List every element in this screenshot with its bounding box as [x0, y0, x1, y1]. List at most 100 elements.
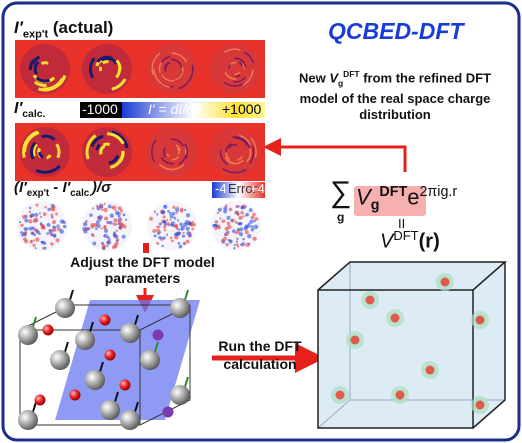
ion — [120, 380, 131, 391]
error-speck — [31, 231, 35, 235]
ion — [70, 390, 81, 401]
error-speck — [32, 244, 35, 247]
error-speck — [123, 214, 125, 216]
atom — [140, 350, 160, 370]
symbol: I′ — [14, 18, 23, 37]
error-speck — [249, 220, 253, 224]
error-speck — [116, 240, 118, 242]
error-speck — [40, 224, 43, 227]
error-speck — [178, 242, 181, 245]
error-speck — [46, 223, 50, 227]
atom — [100, 400, 120, 420]
error-speck — [121, 223, 123, 225]
error-speck — [118, 220, 122, 224]
density-peak — [441, 278, 450, 287]
error-speck — [116, 229, 118, 231]
error-speck — [125, 219, 127, 221]
error-speck — [156, 213, 158, 215]
error-speck — [221, 219, 225, 223]
error-high: +4 — [250, 181, 265, 196]
error-speck — [238, 216, 242, 220]
error-speck — [33, 228, 37, 232]
error-speck — [241, 206, 244, 209]
error-speck — [39, 212, 41, 214]
error-speck — [41, 241, 43, 243]
pattern-disk — [210, 127, 260, 177]
pattern-fringe — [103, 144, 109, 145]
error-speck — [55, 213, 58, 216]
error-speck — [30, 213, 34, 217]
error-speck — [115, 209, 117, 211]
exponent: 2πig.r — [419, 184, 457, 200]
pattern-disk — [20, 127, 70, 177]
error-speck — [189, 232, 191, 234]
error-speck — [35, 247, 37, 249]
error-speck — [39, 233, 41, 235]
ion — [163, 407, 174, 418]
error-speck — [169, 218, 171, 220]
error-speck — [251, 228, 255, 232]
error-speck — [36, 204, 39, 207]
error-speck — [63, 225, 67, 229]
error-speck — [192, 221, 194, 223]
result: V — [380, 231, 393, 253]
error-speck — [239, 222, 243, 226]
error-speck — [23, 237, 27, 241]
error-speck — [176, 212, 178, 214]
error-speck — [182, 232, 184, 234]
error-speck — [225, 232, 229, 236]
atom — [170, 385, 190, 405]
error-speck — [89, 213, 93, 217]
error-speck — [184, 209, 186, 211]
pattern-fringe — [103, 62, 109, 63]
exp-label: I′exp't (actual) — [14, 18, 113, 40]
density-peak — [351, 336, 360, 345]
error-speck — [172, 206, 175, 209]
error-speck — [245, 230, 249, 234]
error-speck — [118, 214, 121, 217]
error-speck — [179, 245, 183, 249]
error-speck — [50, 242, 53, 245]
error-speck — [173, 217, 176, 220]
error-speck — [95, 228, 98, 231]
error-speck — [52, 226, 54, 228]
superscript: DFT — [379, 184, 407, 200]
error-speck — [225, 205, 228, 208]
error-speck — [122, 235, 126, 239]
subscript: g — [338, 78, 343, 88]
error-speck — [113, 231, 116, 234]
error-speck — [114, 235, 118, 239]
atom — [18, 410, 38, 430]
density-peak — [476, 401, 485, 410]
error-speck — [112, 205, 116, 209]
part: (I′ — [14, 179, 27, 196]
error-speck — [104, 216, 108, 220]
error-speck — [158, 236, 162, 240]
error-speck — [161, 245, 164, 248]
error-speck — [242, 238, 245, 241]
error-speck — [253, 220, 256, 223]
error-speck — [34, 217, 38, 221]
error-speck — [167, 222, 170, 225]
part: calc. — [70, 188, 92, 199]
symbol: V — [356, 184, 371, 209]
error-speck — [113, 223, 116, 226]
density-peak — [426, 366, 435, 375]
scale-high: +1000 — [222, 101, 261, 117]
pattern-fringe — [42, 63, 49, 64]
error-speck — [108, 205, 112, 209]
error-speck — [174, 224, 178, 228]
density-peak — [366, 296, 375, 305]
error-speck — [154, 234, 157, 237]
atom — [120, 323, 140, 343]
error-speck — [226, 216, 230, 220]
adjust-step: Adjust the DFT model parameters — [60, 254, 225, 286]
error-speck — [154, 211, 156, 213]
error-speck — [232, 229, 236, 233]
error-speck — [96, 224, 100, 228]
error-speck — [167, 210, 170, 213]
error-speck — [249, 208, 253, 212]
note: (actual) — [53, 18, 113, 37]
error-speck — [235, 205, 238, 208]
error-low: -4 — [215, 181, 227, 196]
